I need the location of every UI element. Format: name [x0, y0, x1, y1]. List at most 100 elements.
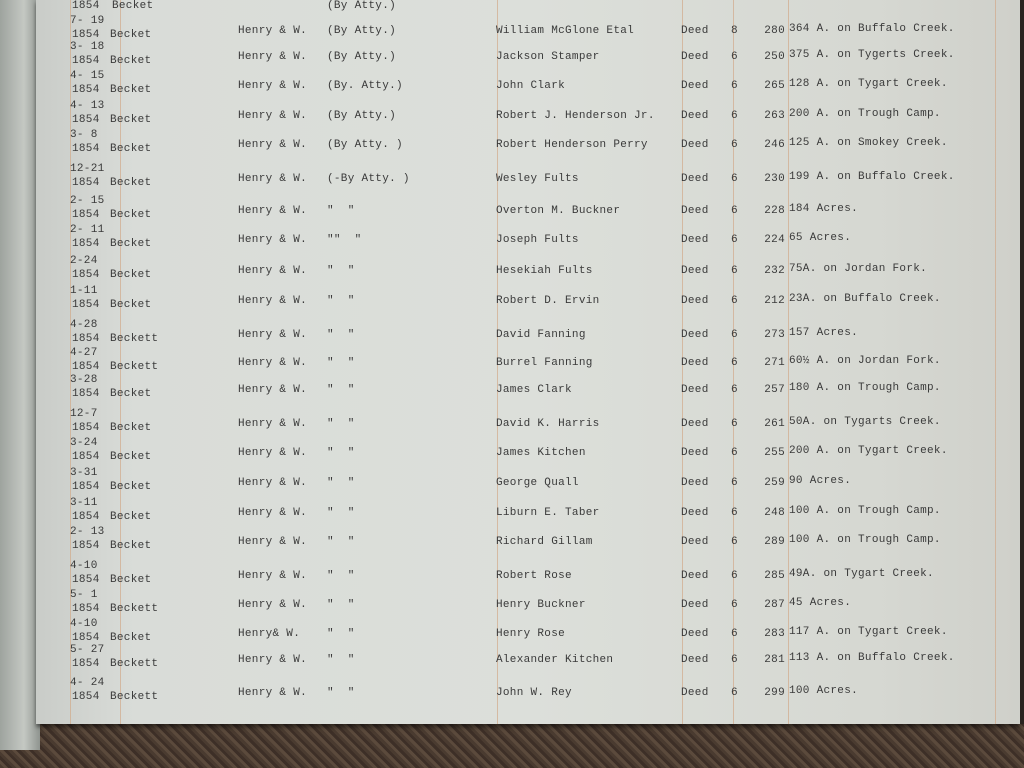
type: Deed	[681, 570, 709, 582]
year: 1854	[72, 333, 100, 345]
date: 4-27	[70, 347, 98, 359]
grantee: John Clark	[496, 80, 566, 92]
surname: Beckett	[110, 361, 159, 373]
type: Deed	[681, 384, 709, 396]
type: Deed	[681, 418, 709, 430]
year: 1854	[72, 511, 100, 523]
type: Deed	[681, 139, 709, 151]
grantor: Henry & W.	[238, 329, 308, 341]
page: 232	[764, 265, 785, 277]
type: Deed	[681, 205, 709, 217]
surname: Becket	[110, 481, 152, 493]
grantee: Liburn E. Taber	[496, 507, 600, 519]
column-rule	[70, 0, 71, 724]
description: 157 Acres.	[789, 327, 859, 339]
grantee: Robert J. Henderson Jr.	[496, 110, 655, 122]
page: 246	[764, 139, 785, 151]
surname: Becket	[110, 269, 152, 281]
page: 224	[764, 234, 785, 246]
type: Deed	[681, 536, 709, 548]
grantor: Henry & W.	[238, 384, 308, 396]
type: Deed	[681, 25, 709, 37]
note: " "	[327, 570, 355, 582]
date: 4- 24	[70, 677, 105, 689]
page: 299	[764, 687, 785, 699]
grantee: Richard Gillam	[496, 536, 593, 548]
grantee: David Fanning	[496, 329, 586, 341]
grantee: Henry Buckner	[496, 599, 586, 611]
surname: Becket	[110, 422, 152, 434]
page: 273	[764, 329, 785, 341]
page: 285	[764, 570, 785, 582]
year: 1854	[72, 299, 100, 311]
surname: Becket	[110, 209, 152, 221]
year: 1854	[72, 574, 100, 586]
page: 265	[764, 80, 785, 92]
year: 1854	[72, 29, 100, 41]
type: Deed	[681, 329, 709, 341]
year: 1854	[72, 269, 100, 281]
surname: Becket	[112, 0, 154, 12]
grantor: Henry & W.	[238, 357, 308, 369]
type: Deed	[681, 295, 709, 307]
note: (By Atty. )	[327, 139, 403, 151]
surname: Beckett	[110, 603, 159, 615]
date: 5- 1	[70, 589, 98, 601]
year: 1854	[72, 451, 100, 463]
page: 261	[764, 418, 785, 430]
note: " "	[327, 447, 355, 459]
book: 6	[731, 628, 738, 640]
description: 375 A. on Tygerts Creek.	[789, 49, 955, 61]
description: 117 A. on Tygart Creek.	[789, 626, 948, 638]
date: 1-11	[70, 285, 98, 297]
description: 100 Acres.	[789, 685, 859, 697]
year: 1854	[72, 361, 100, 373]
note: " "	[327, 536, 355, 548]
grantee: Overton M. Buckner	[496, 205, 621, 217]
book: 6	[731, 418, 738, 430]
description: 113 A. on Buffalo Creek.	[789, 652, 955, 664]
grantee: James Clark	[496, 384, 572, 396]
note: (-By Atty. )	[327, 173, 410, 185]
description: 45 Acres.	[789, 597, 852, 609]
type: Deed	[681, 234, 709, 246]
type: Deed	[681, 80, 709, 92]
grantor: Henry & W.	[238, 265, 308, 277]
year: 1854	[72, 209, 100, 221]
note: " "	[327, 687, 355, 699]
date: 3-24	[70, 437, 98, 449]
note: " "	[327, 628, 355, 640]
column-rule	[995, 0, 996, 724]
grantee: James Kitchen	[496, 447, 586, 459]
column-rule	[120, 0, 121, 724]
date: 3-28	[70, 374, 98, 386]
page: 228	[764, 205, 785, 217]
type: Deed	[681, 357, 709, 369]
surname: Becket	[110, 388, 152, 400]
surname: Becket	[110, 511, 152, 523]
type: Deed	[681, 110, 709, 122]
surname: Becket	[110, 143, 152, 155]
book: 6	[731, 507, 738, 519]
page-edge-shadow	[1020, 0, 1024, 724]
book: 6	[731, 295, 738, 307]
note: " "	[327, 329, 355, 341]
grantor: Henry & W.	[238, 110, 308, 122]
book: 6	[731, 447, 738, 459]
surname: Beckett	[110, 658, 159, 670]
surname: Becket	[110, 574, 152, 586]
page: 255	[764, 447, 785, 459]
grantee: Jackson Stamper	[496, 51, 600, 63]
note: (By Atty.)	[327, 110, 397, 122]
surname: Becket	[110, 55, 152, 67]
date: 2-24	[70, 255, 98, 267]
page: 248	[764, 507, 785, 519]
date: 2- 13	[70, 526, 105, 538]
book: 6	[731, 139, 738, 151]
surname: Becket	[110, 299, 152, 311]
type: Deed	[681, 477, 709, 489]
grantor: Henry& W.	[238, 628, 301, 640]
surname: Becket	[110, 540, 152, 552]
description: 65 Acres.	[789, 232, 852, 244]
year: 1854	[72, 238, 100, 250]
